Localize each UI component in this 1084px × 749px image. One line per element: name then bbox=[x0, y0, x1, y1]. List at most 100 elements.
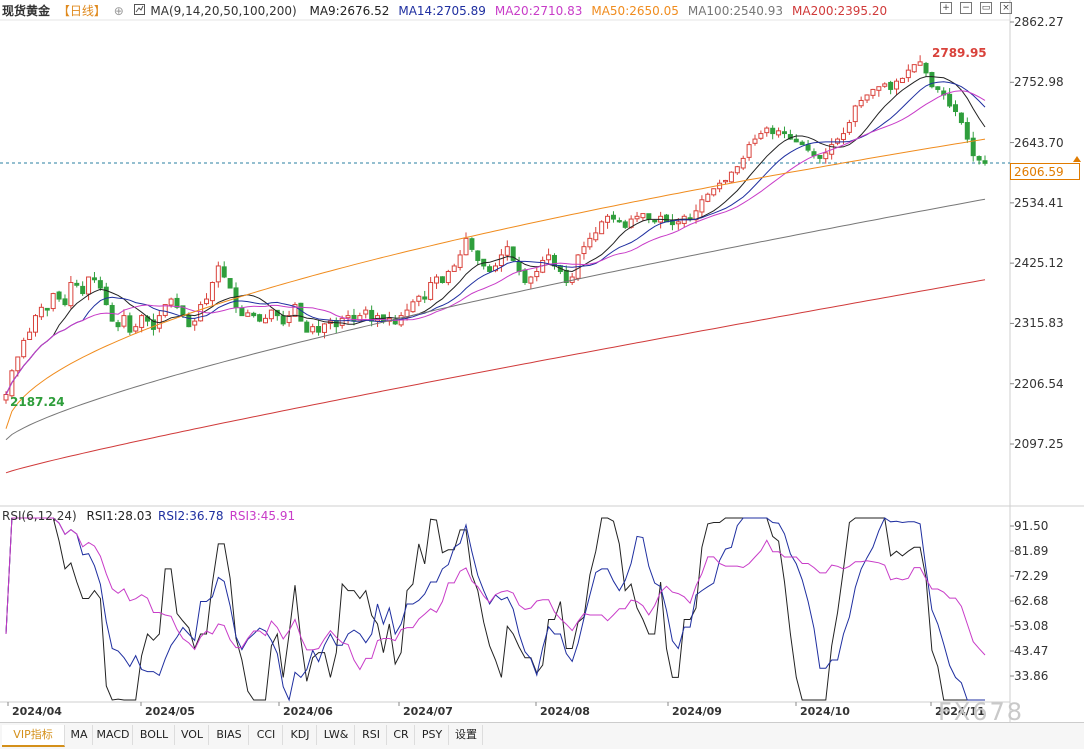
candle-body bbox=[522, 269, 528, 284]
date-tick-label: 2024/07 bbox=[403, 705, 453, 718]
candle-body bbox=[80, 285, 86, 295]
candle-body bbox=[740, 157, 746, 169]
ma14-line bbox=[5, 81, 986, 395]
rsi-lines bbox=[5, 517, 986, 702]
candle-body bbox=[3, 393, 9, 401]
candle-body bbox=[363, 309, 369, 315]
tab-vol[interactable]: VOL bbox=[176, 725, 209, 745]
candle-body bbox=[133, 326, 139, 332]
zoom-out-icon[interactable]: − bbox=[960, 2, 972, 14]
candle-body bbox=[292, 304, 298, 317]
rsi-axis-ticks bbox=[1010, 525, 1014, 677]
rsi-title: RSI(6,12,24) bbox=[2, 509, 77, 523]
tab-ma[interactable]: MA bbox=[66, 725, 93, 745]
rsi-tick-label: 33.86 bbox=[1014, 669, 1049, 683]
tab-vip[interactable]: VIP指标 bbox=[2, 725, 65, 747]
rsi-tick-label: 81.89 bbox=[1014, 544, 1049, 558]
candle-body bbox=[162, 304, 168, 316]
candle-body bbox=[268, 309, 274, 320]
candle-body bbox=[781, 131, 787, 135]
candle-body bbox=[15, 356, 21, 372]
candle-body bbox=[652, 219, 658, 223]
instrument-title: 现货黄金 bbox=[2, 4, 51, 18]
candle-body bbox=[888, 81, 894, 90]
circle-plus-icon[interactable]: ⊕ bbox=[113, 4, 124, 18]
tab-rsi[interactable]: RSI bbox=[356, 725, 387, 745]
candle-body bbox=[699, 199, 705, 213]
candle-body bbox=[321, 323, 327, 333]
ma-value-1: MA14:2705.89 bbox=[398, 4, 486, 18]
candle-body bbox=[74, 282, 80, 286]
candle-body bbox=[27, 331, 33, 341]
low-price-label: 2187.24 bbox=[10, 395, 65, 409]
tab-bias[interactable]: BIAS bbox=[210, 725, 249, 745]
candle-body bbox=[746, 144, 752, 158]
candles-group bbox=[3, 55, 988, 404]
price-tick-label: 2425.12 bbox=[1014, 256, 1064, 271]
moving-average-lines bbox=[5, 76, 986, 474]
candle-body bbox=[422, 296, 428, 300]
candle-body bbox=[174, 297, 180, 308]
chart-header: 现货黄金 【日线】 ⊕ MA(9,14,20,50,100,200) MA9:2… bbox=[2, 3, 905, 19]
candle-body bbox=[917, 61, 923, 66]
tab-macd[interactable]: MACD bbox=[94, 725, 133, 745]
candle-body bbox=[286, 315, 292, 323]
indicator-tabs: VIP指标 MA MACD BOLL VOL BIAS CCI KDJ LW& RSI CR PSY 设… bbox=[0, 722, 1084, 749]
candle-body bbox=[587, 237, 593, 248]
candle-body bbox=[333, 320, 339, 328]
candle-body bbox=[646, 213, 652, 220]
ma20-line bbox=[5, 90, 986, 395]
candle-body bbox=[894, 80, 900, 90]
candle-body bbox=[705, 193, 711, 202]
tab-kdj[interactable]: KDJ bbox=[284, 725, 317, 745]
ma-settings-icon[interactable] bbox=[133, 4, 149, 18]
high-price-label: 2789.95 bbox=[932, 46, 987, 60]
ma50-line bbox=[5, 138, 986, 429]
tab-psy[interactable]: PSY bbox=[416, 725, 449, 745]
rsi-value-1: RSI2:36.78 bbox=[158, 509, 224, 523]
candle-body bbox=[858, 99, 864, 107]
price-tick-label: 2315.83 bbox=[1014, 316, 1064, 331]
tab-settings[interactable]: 设置 bbox=[450, 725, 483, 745]
candle-body bbox=[186, 314, 192, 328]
candle-body bbox=[150, 319, 156, 330]
candle-body bbox=[298, 302, 304, 322]
candle-body bbox=[469, 238, 475, 250]
rsi-value-2: RSI3:45.91 bbox=[229, 509, 296, 523]
candle-body bbox=[947, 93, 953, 107]
period-label[interactable]: 【日线】 bbox=[57, 4, 106, 18]
date-tick-label: 2024/11 bbox=[935, 705, 985, 718]
candle-body bbox=[434, 276, 440, 284]
candle-body bbox=[221, 266, 227, 278]
candle-body bbox=[21, 339, 27, 358]
candle-body bbox=[929, 72, 935, 88]
rsi3-line bbox=[5, 517, 986, 671]
candle-body bbox=[103, 286, 109, 306]
candle-body bbox=[345, 315, 351, 319]
price-axis-ticks bbox=[1010, 21, 1014, 445]
candle-body bbox=[864, 94, 870, 101]
zoom-in-icon[interactable]: + bbox=[940, 2, 952, 14]
date-tick-label: 2024/10 bbox=[800, 705, 850, 718]
candle-body bbox=[776, 130, 782, 136]
date-tick-label: 2024/09 bbox=[672, 705, 722, 718]
ma-value-5: MA200:2395.20 bbox=[792, 4, 888, 18]
rsi-tick-label: 91.50 bbox=[1014, 519, 1049, 533]
tab-cci[interactable]: CCI bbox=[250, 725, 283, 745]
collapse-icon[interactable]: ▭ bbox=[980, 2, 992, 14]
candle-body bbox=[439, 276, 445, 284]
close-icon[interactable]: × bbox=[1000, 2, 1012, 14]
price-tick-label: 2206.54 bbox=[1014, 376, 1064, 391]
candle-body bbox=[493, 265, 498, 272]
candle-body bbox=[115, 322, 121, 328]
rsi-value-0: RSI1:28.03 bbox=[86, 509, 153, 523]
date-tick-label: 2024/08 bbox=[540, 705, 590, 718]
candle-body bbox=[675, 221, 681, 225]
rsi-tick-label: 53.08 bbox=[1014, 619, 1049, 633]
tab-lw[interactable]: LW& bbox=[318, 725, 355, 745]
candle-body bbox=[251, 312, 257, 317]
tab-boll[interactable]: BOLL bbox=[134, 725, 175, 745]
candle-body bbox=[215, 265, 221, 283]
tab-cr[interactable]: CR bbox=[388, 725, 415, 745]
